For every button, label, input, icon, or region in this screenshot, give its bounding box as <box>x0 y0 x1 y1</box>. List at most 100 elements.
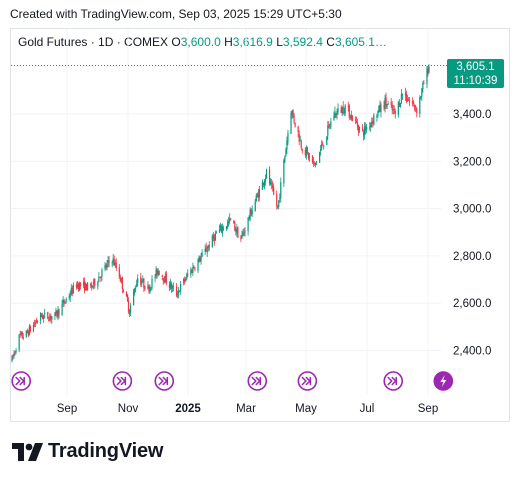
candle-body <box>115 262 117 269</box>
candle-body <box>47 311 49 319</box>
candle-body <box>34 322 37 324</box>
candle-body <box>94 279 96 286</box>
chart-caption: Created with TradingView.com, Sep 03, 20… <box>10 7 342 21</box>
candle-body <box>320 148 322 152</box>
candle-body <box>321 144 323 149</box>
candle-body <box>414 104 416 109</box>
candle-body <box>215 232 218 234</box>
candle-body <box>344 105 346 114</box>
candle-body <box>206 249 208 253</box>
candle-body <box>256 194 258 197</box>
candle-body <box>265 169 268 178</box>
candle-body <box>263 180 266 187</box>
candle-body <box>420 96 422 98</box>
candle-body <box>365 126 367 131</box>
chart-frame[interactable] <box>10 28 510 422</box>
candle-body <box>314 162 317 165</box>
candle-body <box>292 109 294 116</box>
candle-body <box>250 208 252 216</box>
price-tick-label: 2,600.0 <box>453 298 491 310</box>
candle-body <box>212 234 214 239</box>
candle-body <box>20 332 22 335</box>
candle-body <box>251 210 253 215</box>
candle-body <box>408 100 411 102</box>
candle-body <box>361 127 364 131</box>
candle-body <box>122 290 125 293</box>
candle-body <box>100 277 102 278</box>
candle-body <box>141 282 143 284</box>
price-tick-label: 3,400.0 <box>453 109 491 121</box>
candle-body <box>55 310 57 314</box>
candle-body <box>125 291 128 296</box>
candle-body <box>68 296 70 299</box>
candle-body <box>407 99 410 101</box>
price-tick-label: 2,800.0 <box>453 251 491 263</box>
dividend-forward-icon <box>15 376 25 386</box>
candle-body <box>386 104 388 107</box>
candle-body <box>11 356 13 362</box>
candle-body <box>113 259 115 266</box>
candle-body <box>280 182 282 199</box>
candle-body <box>25 330 27 337</box>
candle-body <box>207 245 209 250</box>
candle-body <box>398 102 400 107</box>
candle-body <box>357 125 360 132</box>
legend-low-value: 3,592.4 <box>282 35 323 49</box>
candle-body <box>355 121 358 123</box>
candle-body <box>40 312 42 321</box>
candle-body <box>284 156 286 162</box>
candle-body <box>107 260 109 263</box>
candle-body <box>64 301 66 303</box>
candle-body <box>187 273 189 275</box>
candle-body <box>428 66 430 73</box>
candle-body <box>168 284 170 288</box>
candle-body <box>205 247 207 252</box>
candle-body <box>364 126 366 136</box>
candle-body <box>179 291 181 292</box>
candle-body <box>185 279 187 281</box>
candle-body <box>351 116 353 122</box>
candle-body <box>61 303 63 316</box>
candle-body <box>297 126 299 133</box>
candle-body <box>198 256 200 262</box>
candle-body <box>71 287 73 294</box>
candle-body <box>219 225 222 229</box>
candle-body <box>348 105 350 118</box>
candle-body <box>90 283 92 287</box>
candle-body <box>243 231 245 234</box>
candle-body <box>186 273 188 279</box>
candle-body <box>150 287 152 289</box>
candle-body <box>271 182 273 185</box>
candle-body <box>62 300 64 303</box>
candle-body <box>379 105 381 112</box>
candle-body <box>43 315 45 319</box>
candle-body <box>401 93 404 96</box>
candle-body <box>413 102 415 104</box>
legend-open-label: O <box>171 35 181 49</box>
candle-body <box>387 103 389 105</box>
candle-body <box>304 149 306 155</box>
candle-body <box>240 236 242 240</box>
legend-high-label: H <box>224 35 233 49</box>
candle-body <box>208 244 210 248</box>
candle-body <box>334 111 336 118</box>
candle-body <box>63 299 65 304</box>
candle-body <box>155 269 157 277</box>
candle-body <box>330 121 332 127</box>
candle-body <box>276 194 278 206</box>
candle-body <box>377 110 379 116</box>
candle-body <box>336 110 338 116</box>
candle-body <box>76 284 79 288</box>
candle-body <box>13 353 15 356</box>
candle-body <box>329 126 331 128</box>
candle-body <box>104 265 106 269</box>
candle-body <box>305 148 307 157</box>
candle-body <box>128 310 131 314</box>
candle-body <box>154 276 156 278</box>
tradingview-logo[interactable]: TradingView <box>12 440 163 463</box>
lightning-icon <box>440 375 447 387</box>
candle-body <box>229 218 231 222</box>
candle-body <box>264 178 267 182</box>
candle-body <box>87 282 89 291</box>
